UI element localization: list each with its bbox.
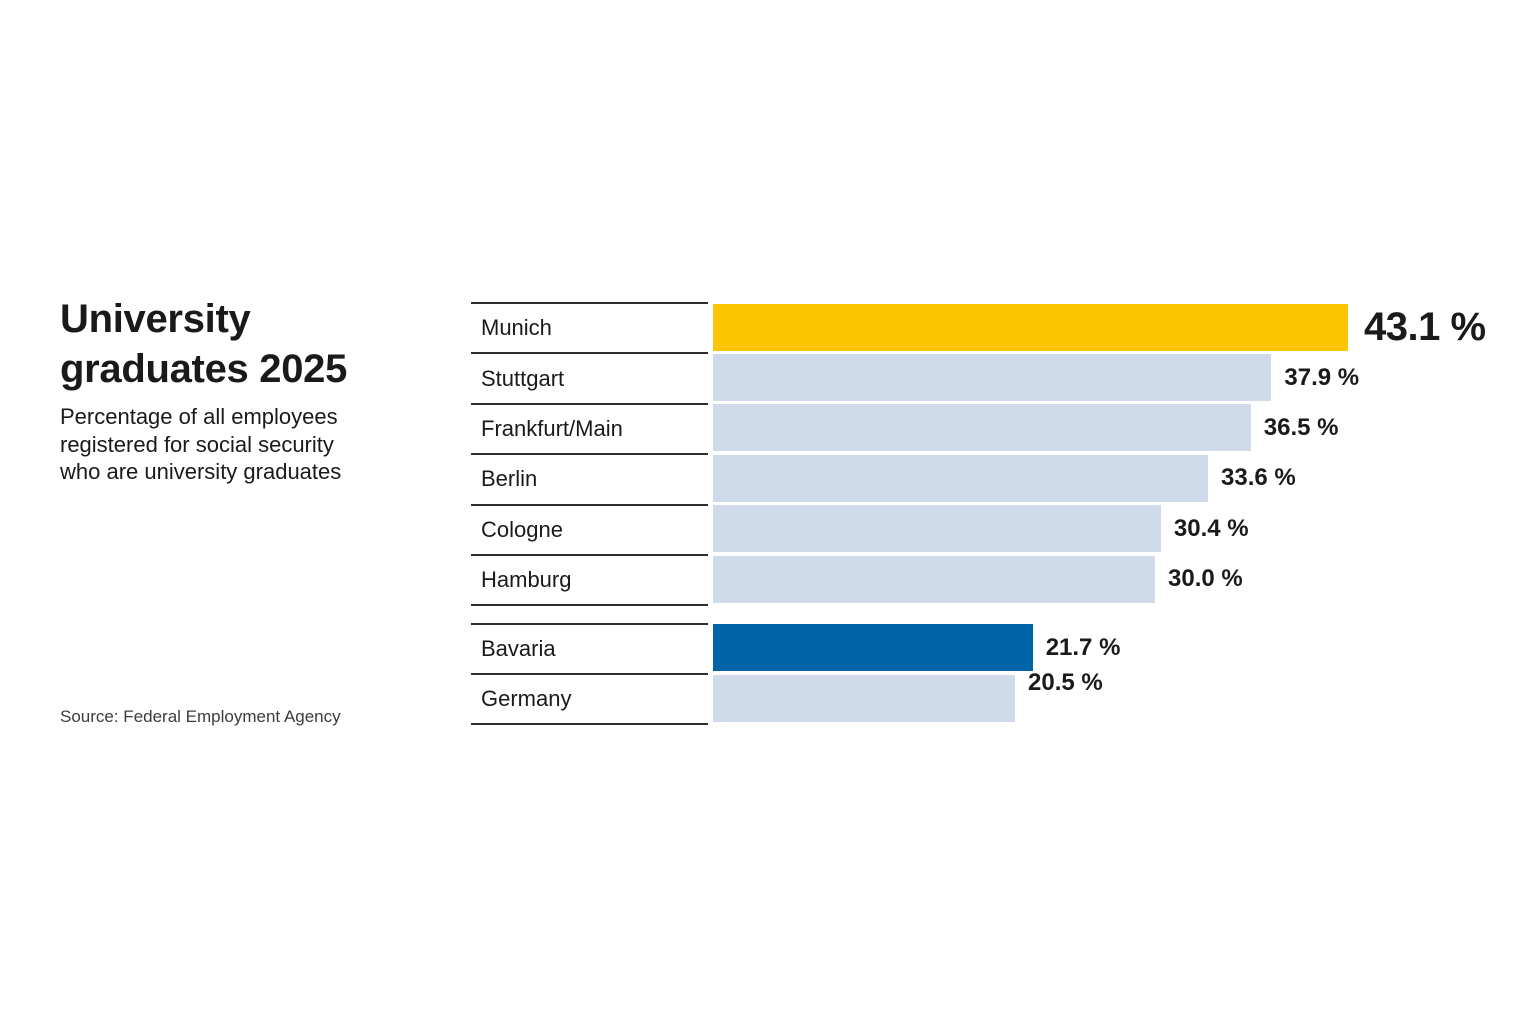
bar-cell: 37.9 %	[713, 352, 1531, 402]
category-label: Berlin	[481, 466, 538, 492]
value-bar	[713, 454, 1208, 502]
chart-row: Munich 43.1 %	[471, 302, 1531, 352]
category-label-cell: Hamburg	[471, 553, 708, 604]
category-label: Frankfurt/Main	[481, 415, 623, 441]
category-label-cell: Cologne	[471, 503, 708, 554]
category-label-cell: Munich	[471, 302, 708, 352]
source-note: Source: Federal Employment Agency	[60, 707, 341, 726]
category-label-cell: Bavaria	[471, 622, 708, 673]
value-label: 21.7 %	[1045, 633, 1121, 661]
chart-row: Cologne 30.4 %	[471, 503, 1531, 554]
value-bar	[713, 674, 1015, 722]
chart-row: Frankfurt/Main 36.5 %	[471, 402, 1531, 453]
category-label: Hamburg	[481, 567, 572, 593]
rule-line	[471, 723, 708, 726]
chart-title-line: graduates 2025	[60, 347, 348, 391]
chart-subtitle: Percentage of all employees registered f…	[60, 403, 460, 486]
chart-row: Berlin 33.6 %	[471, 453, 1531, 503]
chart-row: Stuttgart 37.9 %	[471, 352, 1531, 402]
chart-subtitle-line: Percentage of all employees	[60, 404, 338, 429]
value-label: 37.9 %	[1284, 363, 1360, 391]
chart-header: University graduates 2025 Percentage of …	[60, 294, 460, 486]
chart-subtitle-line: who are university graduates	[60, 459, 342, 484]
chart-subtitle-line: registered for social security	[60, 431, 334, 457]
value-bar	[713, 303, 1348, 351]
value-label: 33.6 %	[1221, 464, 1296, 492]
bar-cell: 36.5 %	[713, 403, 1531, 453]
chart-group-regions: Bavaria 21.7 % Germany 20.5 %	[471, 622, 1531, 724]
category-label-cell: Berlin	[471, 453, 708, 503]
value-label: 43.1 %	[1364, 304, 1486, 349]
chart-row: Bavaria 21.7 %	[471, 622, 1531, 673]
bar-cell: 43.1 %	[713, 302, 1531, 352]
value-bar	[713, 624, 1033, 672]
value-label: 20.5 %	[1028, 669, 1103, 697]
chart-title-line: University	[60, 297, 251, 341]
value-label: 30.0 %	[1168, 565, 1243, 593]
category-label: Cologne	[481, 516, 563, 542]
value-bar	[713, 555, 1155, 603]
chart-group-cities: Munich 43.1 % Stuttgart 37.9 % Frankfurt…	[471, 302, 1531, 604]
rule-line	[471, 604, 708, 607]
bar-cell: 21.7 %	[713, 623, 1531, 673]
chart-row: Hamburg 30.0 %	[471, 553, 1531, 604]
bar-chart: Munich 43.1 % Stuttgart 37.9 % Frankfurt…	[471, 302, 1531, 726]
category-label: Bavaria	[481, 635, 556, 661]
chart-row: Germany 20.5 %	[471, 669, 1531, 723]
category-label-cell: Frankfurt/Main	[471, 402, 708, 453]
value-bar	[713, 404, 1251, 452]
group-spacer	[471, 606, 1531, 622]
bar-cell: 33.6 %	[713, 453, 1531, 503]
bar-cell: 30.0 %	[713, 554, 1531, 604]
category-label-cell: Germany	[471, 672, 708, 723]
value-bar	[713, 354, 1272, 402]
chart-title: University graduates 2025	[60, 294, 460, 394]
value-label: 30.4 %	[1173, 514, 1249, 542]
bar-cell: 30.4 %	[713, 504, 1531, 554]
category-label-cell: Stuttgart	[471, 352, 708, 402]
category-label: Germany	[481, 686, 572, 712]
bar-cell: 20.5 %	[713, 669, 1531, 723]
category-label: Stuttgart	[481, 365, 565, 391]
value-bar	[713, 505, 1161, 553]
value-label: 36.5 %	[1263, 413, 1339, 441]
category-label: Munich	[481, 315, 552, 341]
